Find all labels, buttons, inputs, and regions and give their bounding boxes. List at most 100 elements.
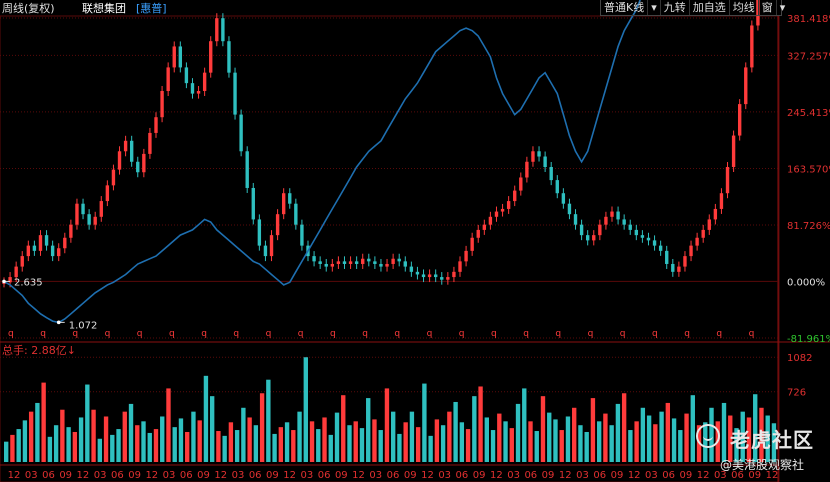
candle-body	[446, 277, 450, 280]
candle-body	[476, 229, 480, 238]
window-button[interactable]: 窗	[759, 0, 777, 15]
candle-body	[142, 153, 146, 173]
volume-bar	[41, 382, 46, 462]
candle-body	[391, 258, 395, 264]
candle-body	[634, 229, 639, 236]
kline-type-dropdown-icon[interactable]: ▾	[648, 0, 661, 15]
time-axis-label: 03	[507, 470, 520, 481]
volume-bar	[415, 427, 421, 462]
volume-bar	[472, 396, 477, 462]
quarter-marker: q	[8, 329, 14, 339]
candle-body	[105, 185, 110, 202]
annotation-dot	[2, 279, 6, 284]
volume-bar	[478, 386, 483, 462]
time-axis-label: 06	[111, 470, 124, 481]
chart-toolbar: 普通K线 ▾ 九转 加自选 均线 窗 ▾	[600, 0, 785, 16]
volume-bar	[234, 430, 240, 462]
volume-bar	[160, 416, 165, 462]
time-axis-label: 06	[662, 470, 675, 481]
candle-body	[744, 67, 748, 105]
stock-name[interactable]: 联想集团	[82, 2, 126, 15]
volume-bar	[78, 417, 84, 462]
candle-body	[409, 266, 414, 272]
volume-label: 总手: 2.88亿↓	[2, 344, 76, 357]
volume-bar	[172, 427, 177, 462]
volume-bar	[110, 434, 115, 462]
volume-bar	[409, 411, 415, 462]
volume-bar	[428, 435, 433, 462]
quarter-marker: q	[620, 329, 626, 339]
volume-bar	[197, 420, 202, 462]
volume-bar	[734, 428, 739, 462]
menu-dropdown-icon[interactable]: ▾	[779, 1, 786, 14]
nine-turn-button[interactable]: 九转	[661, 0, 690, 15]
price-axis-label: 81.726%	[787, 221, 830, 232]
time-axis-label: 03	[714, 470, 727, 481]
candle-body	[275, 214, 280, 236]
quarter-marker: q	[40, 329, 46, 339]
volume-bar	[347, 425, 352, 462]
add-watchlist-button[interactable]: 加自选	[690, 0, 730, 15]
time-axis-label: 06	[731, 470, 744, 481]
candle-body	[348, 261, 353, 264]
quarter-marker: q	[555, 329, 561, 339]
volume-bar	[503, 421, 508, 462]
volume-bar	[284, 422, 290, 462]
candle-body	[719, 193, 724, 209]
time-axis-label: 12	[77, 470, 90, 481]
candle-body	[537, 151, 541, 157]
candle-body	[573, 214, 578, 225]
volume-bar	[372, 419, 377, 462]
candle-body	[677, 266, 681, 272]
volume-bar	[746, 417, 752, 462]
volume-bar	[91, 409, 96, 462]
quarter-marker: q	[652, 329, 658, 339]
volume-bar	[678, 430, 683, 462]
volume-bar	[259, 393, 265, 462]
candle-body	[585, 235, 590, 241]
candle-body	[506, 201, 511, 209]
candle-body	[525, 161, 529, 178]
time-axis-label: 09	[542, 470, 555, 481]
candle-body	[695, 237, 699, 246]
volume-bar	[97, 438, 102, 462]
candle-body	[421, 274, 426, 278]
candle-body	[427, 274, 432, 278]
time-axis-label: 12	[628, 470, 641, 481]
candle-body	[209, 41, 213, 73]
time-axis-label: 03	[300, 470, 313, 481]
candle-body	[519, 177, 523, 191]
quarter-marker: q	[523, 329, 529, 339]
volume-bar	[191, 411, 196, 462]
candle-body	[160, 90, 164, 118]
volume-bar	[584, 431, 589, 462]
quarter-marker: q	[137, 329, 143, 339]
volume-bar	[60, 409, 65, 462]
kline-type-button[interactable]: 普通K线	[601, 0, 649, 15]
time-axis-label: 12	[214, 470, 227, 481]
tiger-logo-icon	[696, 424, 720, 448]
candle-body	[628, 224, 632, 230]
ma-lines-button[interactable]: 均线	[730, 0, 759, 15]
candle-body	[50, 245, 55, 257]
candle-body	[440, 277, 444, 280]
volume-bar	[185, 431, 190, 462]
chart-frame	[0, 15, 780, 482]
time-axis-label: 09	[473, 470, 486, 481]
compare-tag[interactable]: [惠普]	[136, 2, 167, 15]
volume-bar	[490, 430, 496, 462]
price-axis-label: 0.000%	[787, 277, 825, 288]
volume-bar	[247, 417, 252, 462]
candle-body	[215, 18, 219, 42]
volume-bar	[166, 388, 171, 462]
candle-body	[324, 263, 328, 267]
volume-bar	[609, 425, 614, 462]
quarter-marker: q	[427, 329, 433, 339]
time-axis-label: 06	[593, 470, 606, 481]
candle-body	[640, 235, 645, 238]
candle-body	[567, 203, 572, 215]
quarter-marker: q	[491, 329, 497, 339]
time-axis-label: 06	[318, 470, 331, 481]
volume-bar	[484, 417, 489, 462]
